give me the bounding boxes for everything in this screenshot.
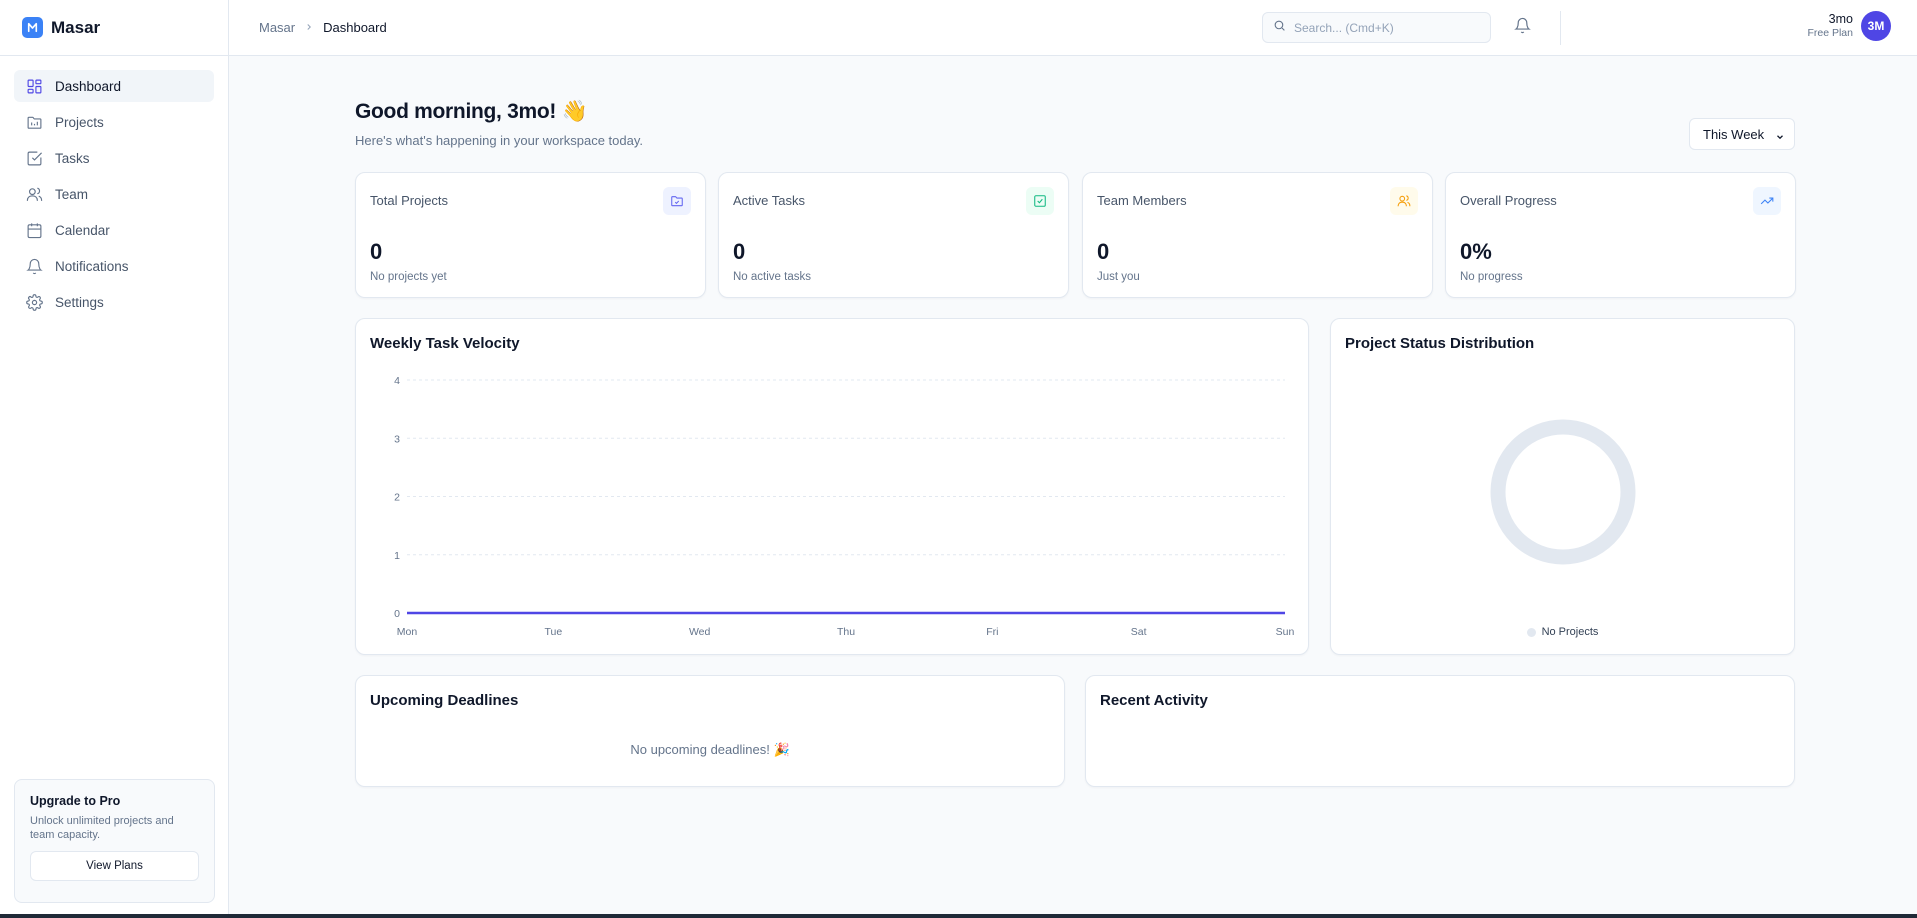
breadcrumb-current: Dashboard <box>323 20 387 35</box>
projects-icon <box>25 113 43 131</box>
calendar-icon <box>25 221 43 239</box>
stat-value: 0 <box>733 239 746 264</box>
sidebar-item-team[interactable]: Team <box>14 178 214 210</box>
stat-card-overall-progress: Overall Progress 0% No progress <box>1445 172 1796 298</box>
view-plans-button[interactable]: View Plans <box>30 851 199 881</box>
legend-label: No Projects <box>1541 626 1599 638</box>
users-icon <box>1390 187 1418 215</box>
activity-card: Recent Activity <box>1085 675 1795 787</box>
distribution-chart-title: Project Status Distribution <box>1345 335 1535 352</box>
stat-title: Overall Progress <box>1460 193 1557 208</box>
page-title: Good morning, 3mo! 👋 <box>355 100 588 123</box>
stat-title: Total Projects <box>370 193 449 208</box>
sidebar-nav: Dashboard Projects Tasks Team Calendar N… <box>0 56 228 318</box>
logo-icon <box>22 17 43 38</box>
sidebar-item-label: Dashboard <box>55 78 122 94</box>
user-menu[interactable]: 3mo Free Plan 3M <box>1807 11 1891 41</box>
chevron-down-icon <box>1775 130 1785 145</box>
sidebar-item-tasks[interactable]: Tasks <box>14 142 214 174</box>
window-bottom-edge <box>0 914 1917 918</box>
x-tick-label: Sun <box>1276 626 1295 638</box>
avatar[interactable]: 3M <box>1861 11 1891 41</box>
x-tick-label: Tue <box>544 626 562 638</box>
upgrade-card: Upgrade to Pro Unlock unlimited projects… <box>14 779 215 903</box>
stat-title: Active Tasks <box>733 193 806 208</box>
brand-name: Masar <box>51 17 101 37</box>
sidebar-item-label: Team <box>55 186 89 202</box>
stat-card-active-tasks: Active Tasks 0 No active tasks <box>718 172 1069 298</box>
sidebar-item-calendar[interactable]: Calendar <box>14 214 214 246</box>
tasks-icon <box>25 149 43 167</box>
distribution-chart-card: Project Status Distribution No Projects <box>1330 318 1795 655</box>
x-tick-label: Sat <box>1131 626 1147 638</box>
breadcrumb-root[interactable]: Masar <box>259 20 296 35</box>
velocity-chart-title: Weekly Task Velocity <box>370 335 520 352</box>
range-select[interactable]: This Week <box>1689 118 1795 150</box>
pie-legend: No Projects <box>1331 626 1794 638</box>
sidebar-item-settings[interactable]: Settings <box>14 286 214 318</box>
deadlines-empty: No upcoming deadlines! 🎉 <box>630 742 790 757</box>
x-tick-label: Thu <box>837 626 855 638</box>
x-tick-label: Mon <box>397 626 418 638</box>
notifications-bell-icon[interactable] <box>1514 17 1534 37</box>
stat-sub: No progress <box>1460 271 1523 283</box>
activity-title: Recent Activity <box>1100 692 1208 709</box>
dashboard-icon <box>25 77 43 95</box>
stat-value: 0 <box>1097 239 1110 264</box>
stat-card-total-projects: Total Projects 0 No projects yet <box>355 172 706 298</box>
team-icon <box>25 185 43 203</box>
check-square-icon <box>1026 187 1054 215</box>
sidebar: Masar Dashboard Projects Tasks Team Cale… <box>0 0 229 914</box>
sidebar-item-label: Projects <box>55 114 104 130</box>
breadcrumb: Masar Dashboard <box>259 20 387 35</box>
pie-slice <box>1490 419 1636 565</box>
upgrade-text: Unlock unlimited projects and team capac… <box>30 815 174 841</box>
stat-sub: No active tasks <box>733 271 811 283</box>
velocity-chart: 0 1 2 3 4 Mon Tue Wed Thu Fri Sat Sun <box>394 375 1295 638</box>
sidebar-item-projects[interactable]: Projects <box>14 106 214 138</box>
range-select-value: This Week <box>1703 126 1765 142</box>
upgrade-title: Upgrade to Pro <box>30 794 121 808</box>
bell-icon <box>25 257 43 275</box>
stat-title: Team Members <box>1097 193 1187 208</box>
chevron-right-icon <box>304 21 314 35</box>
search-input[interactable] <box>1294 20 1474 35</box>
stat-value: 0 <box>370 239 383 264</box>
y-tick-label: 1 <box>394 550 400 562</box>
search-icon <box>1273 19 1294 37</box>
x-tick-label: Fri <box>986 626 998 638</box>
sidebar-item-label: Tasks <box>55 150 90 166</box>
sidebar-item-label: Notifications <box>55 258 129 274</box>
trending-up-icon <box>1753 187 1781 215</box>
stat-sub: Just you <box>1097 271 1140 283</box>
stat-value: 0% <box>1460 239 1492 264</box>
distribution-chart <box>1490 419 1636 565</box>
search-box[interactable] <box>1262 12 1491 43</box>
legend-swatch <box>1526 627 1536 637</box>
y-tick-label: 3 <box>394 433 400 445</box>
sidebar-item-dashboard[interactable]: Dashboard <box>14 70 214 102</box>
gear-icon <box>25 293 43 311</box>
header-divider <box>1560 11 1561 45</box>
folder-icon <box>663 187 691 215</box>
stat-sub: No projects yet <box>370 271 447 283</box>
stat-card-team-members: Team Members 0 Just you <box>1082 172 1433 298</box>
y-tick-label: 0 <box>394 608 400 620</box>
sidebar-item-label: Settings <box>55 294 104 310</box>
sidebar-item-notifications[interactable]: Notifications <box>14 250 214 282</box>
user-meta: 3mo Free Plan <box>1807 12 1853 40</box>
y-tick-label: 4 <box>394 375 400 387</box>
user-plan: Free Plan <box>1807 27 1853 39</box>
page-subtitle: Here's what's happening in your workspac… <box>355 133 643 148</box>
sidebar-item-label: Calendar <box>55 222 110 238</box>
user-name: 3mo <box>1828 12 1853 26</box>
deadlines-card: Upcoming Deadlines No upcoming deadlines… <box>355 675 1065 787</box>
deadlines-title: Upcoming Deadlines <box>370 692 519 709</box>
x-tick-label: Wed <box>689 626 711 638</box>
y-tick-label: 2 <box>394 492 400 504</box>
velocity-chart-card: Weekly Task Velocity 0 1 2 3 4 Mon Tue Wed Thu Fr… <box>355 318 1309 655</box>
brand[interactable]: Masar <box>0 0 228 56</box>
top-header: Masar Dashboard <box>229 0 1917 56</box>
